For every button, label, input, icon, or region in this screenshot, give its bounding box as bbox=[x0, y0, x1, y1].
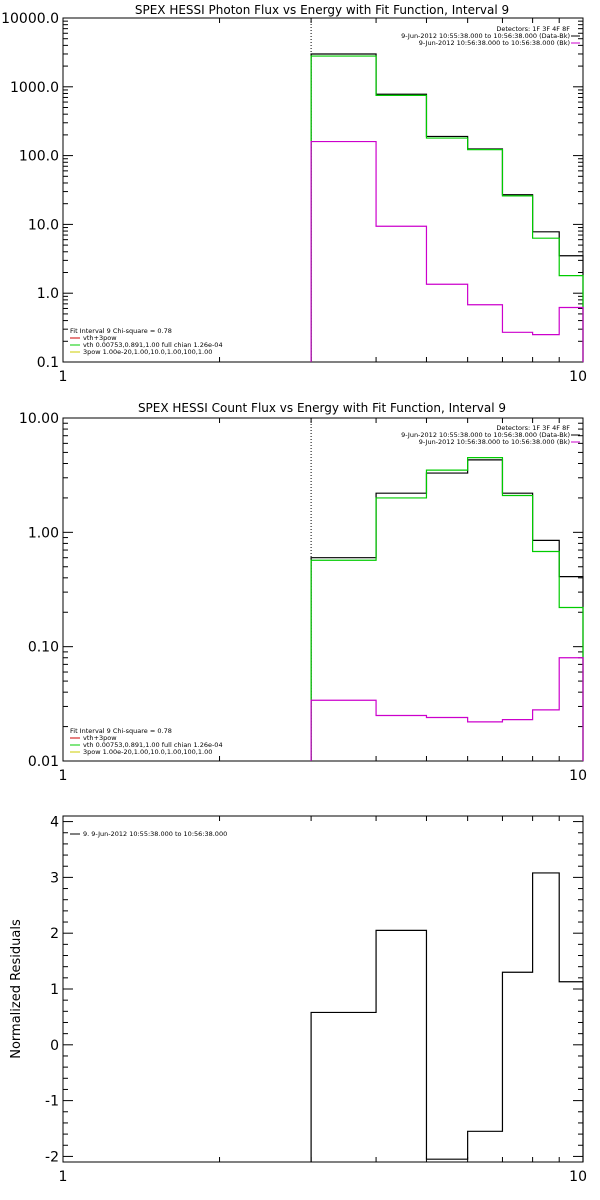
y-tick-label: 3 bbox=[50, 870, 59, 886]
plot-frame bbox=[62, 815, 584, 1163]
plot-frame bbox=[62, 17, 584, 363]
y-tick-label: -2 bbox=[45, 1149, 59, 1165]
legend-top-right: Detectors: 1F 3F 4F 8F 9-Jun-2012 10:55:… bbox=[401, 25, 580, 47]
legend-3pow: 3pow 1.00e-20,1.00,10.0,1.00,100,1.00 bbox=[83, 748, 212, 756]
series-line-0 bbox=[310, 53, 584, 362]
y-tick-label: 10.0 bbox=[28, 217, 59, 233]
series-line-2 bbox=[310, 657, 584, 761]
y-tick-label: 0.10 bbox=[28, 640, 59, 656]
legend-data-bk: 9-Jun-2012 10:55:38.000 to 10:56:38.000 … bbox=[401, 32, 570, 40]
legend-detectors: Detectors: 1F 3F 4F 8F bbox=[496, 424, 570, 432]
series-line-2 bbox=[310, 140, 584, 362]
y-tick-label: 0.1 bbox=[37, 355, 59, 371]
x-tick-label: 10 bbox=[569, 369, 587, 385]
y-tick-label: 0 bbox=[50, 1038, 59, 1054]
y-tick-label: 1.00 bbox=[28, 525, 59, 541]
legend-top-right: Detectors: 1F 3F 4F 8F 9-Jun-2012 10:55:… bbox=[401, 424, 580, 446]
y-tick-label: 100.0 bbox=[19, 149, 59, 165]
legend-fit-interval: Fit Interval 9 Chi-square = 0.78 bbox=[70, 727, 172, 735]
y-tick-label: 10.00 bbox=[19, 411, 59, 427]
series-line-0 bbox=[310, 872, 584, 1162]
plot-frame bbox=[62, 417, 584, 762]
y-tick-label: 10000.0 bbox=[1, 11, 59, 27]
y-tick-label: 0.01 bbox=[28, 754, 59, 770]
residuals-panel: Normalized Residuals -2 -1 0 1 2 3 4 1 10 9. 9-J… bbox=[9, 815, 587, 1185]
y-tick-label: -1 bbox=[45, 1094, 59, 1110]
count-flux-panel: SPEX HESSI Count Flux vs Energy with Fit… bbox=[19, 401, 587, 784]
legend-detectors: Detectors: 1F 3F 4F 8F bbox=[496, 25, 570, 33]
series-line-1 bbox=[310, 457, 584, 761]
y-tick-label: 2 bbox=[50, 926, 59, 942]
y-tick-label: 1 bbox=[50, 982, 59, 998]
panel-title: SPEX HESSI Photon Flux vs Energy with Fi… bbox=[135, 3, 509, 17]
legend-vth: vth 0.00753,0.891,1.00 full chian 1.26e-… bbox=[83, 341, 223, 349]
y-tick-label: 1000.0 bbox=[10, 80, 59, 96]
legend-bottom-left: Fit Interval 9 Chi-square = 0.78 vth+3po… bbox=[70, 327, 223, 356]
y-tick-label: 1.0 bbox=[37, 286, 59, 302]
panel-title: SPEX HESSI Count Flux vs Energy with Fit… bbox=[138, 401, 506, 415]
y-tick-label: 4 bbox=[50, 815, 59, 831]
legend-fit-function: vth+3pow bbox=[83, 334, 117, 342]
x-tick-label: 1 bbox=[59, 369, 68, 385]
x-tick-label: 10 bbox=[569, 1169, 587, 1185]
legend-fit-function: vth+3pow bbox=[83, 734, 117, 742]
x-tick-label: 10 bbox=[569, 768, 587, 784]
legend-bk: 9-Jun-2012 10:56:38.000 to 10:56:38.000 … bbox=[419, 39, 570, 47]
legend-interval: 9. 9-Jun-2012 10:55:38.000 to 10:56:38.0… bbox=[83, 830, 227, 838]
x-tick-label: 1 bbox=[59, 768, 68, 784]
series-line-1 bbox=[310, 55, 584, 362]
legend-bottom-left: Fit Interval 9 Chi-square = 0.78 vth+3po… bbox=[70, 727, 223, 756]
legend-top-left: 9. 9-Jun-2012 10:55:38.000 to 10:56:38.0… bbox=[70, 830, 227, 838]
legend-vth: vth 0.00753,0.891,1.00 full chian 1.26e-… bbox=[83, 741, 223, 749]
legend-bk: 9-Jun-2012 10:56:38.000 to 10:56:38.000 … bbox=[419, 438, 570, 446]
series-line-0 bbox=[310, 459, 584, 761]
legend-fit-interval: Fit Interval 9 Chi-square = 0.78 bbox=[70, 327, 172, 335]
legend-data-bk: 9-Jun-2012 10:55:38.000 to 10:56:38.000 … bbox=[401, 431, 570, 439]
y-axis-label: Normalized Residuals bbox=[9, 919, 24, 1059]
x-tick-label: 1 bbox=[59, 1169, 68, 1185]
legend-3pow: 3pow 1.00e-20,1.00,10.0,1.00,100,1.00 bbox=[83, 348, 212, 356]
photon-flux-panel: SPEX HESSI Photon Flux vs Energy with Fi… bbox=[1, 3, 587, 385]
